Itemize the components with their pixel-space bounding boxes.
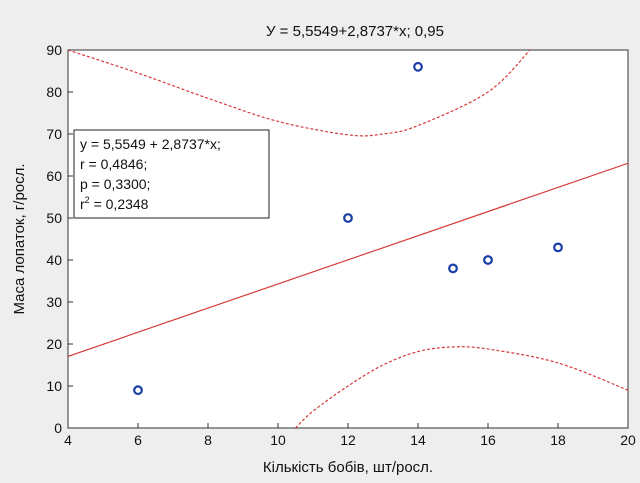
- stats-r2-value: = 0,2348: [90, 196, 149, 212]
- stats-r2-exponent: 2: [85, 195, 90, 205]
- x-axis-label: Кількість бобів, шт/росл.: [263, 459, 433, 476]
- confidence-band-lower: [295, 346, 628, 428]
- y-tick-label: 30: [46, 294, 62, 310]
- x-tick-label: 4: [64, 432, 72, 448]
- stats-line-r: r = 0,4846;: [80, 156, 147, 172]
- x-tick-label: 10: [270, 432, 286, 448]
- y-tick-label: 20: [46, 336, 62, 352]
- y-tick-label: 0: [54, 420, 62, 436]
- y-tick-label: 10: [46, 378, 62, 394]
- data-point: [483, 255, 493, 265]
- plot-area: [67, 49, 629, 429]
- stats-line-p: p = 0,3300;: [80, 176, 150, 192]
- y-tick-label: 90: [46, 42, 62, 58]
- y-tick-label: 80: [46, 84, 62, 100]
- data-point: [133, 385, 143, 396]
- y-tick-label: 70: [46, 126, 62, 142]
- x-tick-label: 18: [550, 432, 566, 448]
- confidence-band-upper: [68, 50, 531, 137]
- plot-content: [68, 50, 628, 428]
- stats-line-equation: y = 5,5549 + 2,8737*x;: [80, 136, 221, 152]
- y-axis: 0 10 20 30 40 50 60 70 80 90: [46, 42, 73, 436]
- x-axis: 4 6 8 10 12 14 16 18 20: [64, 423, 636, 448]
- stats-box-frame: [73, 129, 270, 219]
- y-tick-label: 60: [46, 168, 62, 184]
- x-tick-label: 20: [620, 432, 636, 448]
- regression-line: [68, 162, 628, 357]
- series-layer: [68, 50, 628, 428]
- data-point: [343, 213, 353, 223]
- y-tick-label: 50: [46, 210, 62, 226]
- data-point: [553, 242, 563, 253]
- data-point: [413, 61, 423, 72]
- x-tick-label: 16: [480, 432, 496, 448]
- stats-r2-prefix: r: [80, 196, 85, 212]
- chart-title: У = 5,5549+2,8737*x; 0,95: [266, 23, 444, 40]
- stats-box: y = 5,5549 + 2,8737*x; r = 0,4846; p = 0…: [73, 129, 270, 219]
- x-tick-label: 6: [134, 432, 142, 448]
- data-point: [448, 263, 458, 274]
- y-axis-label: Маса лопаток, г/росл.: [11, 163, 28, 314]
- stats-line-r2: r2 = 0,2348: [80, 195, 149, 212]
- y-tick-label: 40: [46, 252, 62, 268]
- x-tick-label: 12: [340, 432, 356, 448]
- x-tick-label: 14: [410, 432, 426, 448]
- x-tick-label: 8: [204, 432, 212, 448]
